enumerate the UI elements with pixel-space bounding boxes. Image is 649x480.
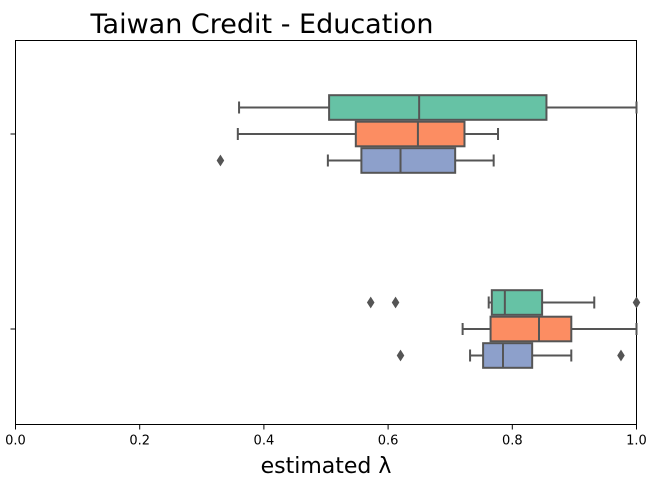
outlier-point: [216, 154, 225, 167]
box: [482, 342, 534, 369]
outlier-point: [391, 296, 400, 309]
box: [328, 94, 548, 121]
x-tick-label: 0.0: [5, 434, 26, 449]
chart-title: Taiwan Credit - Education: [90, 9, 434, 40]
outlier-point: [396, 349, 405, 362]
x-tick-label: 0.6: [378, 434, 399, 449]
outlier-point: [617, 349, 625, 362]
x-tick-label: 0.8: [502, 434, 523, 449]
x-tick-label: 0.2: [129, 434, 150, 449]
plot-area: 0.0 0.2 0.4 0.6 0.8 1.0: [5, 40, 647, 449]
box: [360, 147, 457, 174]
plot-frame: [15, 40, 637, 425]
outlier-point: [632, 296, 641, 309]
box: [490, 289, 544, 316]
x-tick-label: 0.4: [254, 434, 275, 449]
x-tick-label: 1.0: [626, 434, 647, 449]
x-axis-label: estimated λ: [261, 454, 392, 479]
outlier-point: [366, 296, 375, 309]
box: [354, 120, 466, 148]
box: [489, 315, 573, 343]
